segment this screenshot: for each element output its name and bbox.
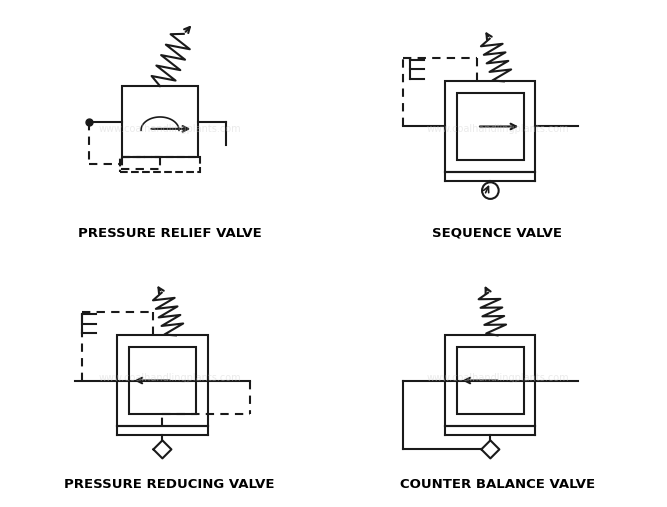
Text: PRESSURE RELIEF VALVE: PRESSURE RELIEF VALVE [77, 227, 261, 240]
Text: COUNTER BALANCE VALVE: COUNTER BALANCE VALVE [400, 479, 595, 491]
Text: www.coalhandlingplants.com: www.coalhandlingplants.com [98, 124, 241, 134]
Bar [457, 93, 524, 160]
Bar [129, 347, 195, 414]
Text: PRESSURE REDUCING VALVE: PRESSURE REDUCING VALVE [64, 479, 275, 491]
Text: www.coalhandlingplants.com: www.coalhandlingplants.com [426, 373, 569, 383]
Text: www.coalhandlingplants.com: www.coalhandlingplants.com [98, 373, 241, 383]
Bar [446, 81, 536, 171]
Bar [122, 86, 198, 157]
Bar [117, 336, 207, 426]
Bar [446, 336, 536, 426]
Text: www.coalhandlingplants.com: www.coalhandlingplants.com [426, 124, 569, 134]
Text: SEQUENCE VALVE: SEQUENCE VALVE [432, 227, 562, 240]
Bar [457, 347, 524, 414]
